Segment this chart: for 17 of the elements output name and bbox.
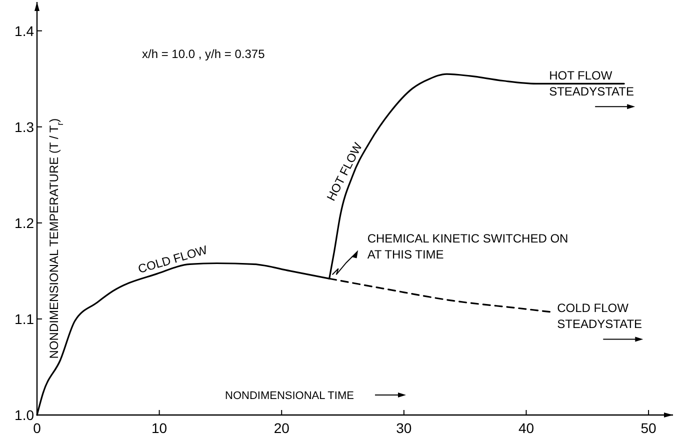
- annotation: HOT FLOW STEADYSTATE: [549, 68, 634, 99]
- annotation: COLD FLOW STEADYSTATE: [557, 301, 642, 332]
- x-tick-label: 10: [152, 420, 168, 436]
- x-tick-label: 20: [274, 420, 290, 436]
- x-tick-label: 30: [396, 420, 412, 436]
- y-tick-label: 1.1: [14, 310, 34, 327]
- x-tick-label: 50: [640, 420, 657, 436]
- annotation: x/h = 10.0 , y/h = 0.375: [142, 47, 266, 61]
- x-axis-title: NONDIMENSIONAL TIME: [225, 390, 354, 402]
- y-tick-label: 1.4: [14, 22, 34, 39]
- annotation: COLD FLOW: [136, 242, 210, 276]
- x-tick-label: 0: [33, 420, 42, 436]
- annotation: CHEMICAL KINETIC SWITCHED ON AT THIS TIME: [367, 232, 568, 262]
- y-tick-label: 1.2: [14, 214, 34, 231]
- x-tick-label: 40: [518, 420, 534, 436]
- y-tick-label: 1.3: [14, 118, 34, 135]
- y-tick-label: 1.0: [14, 407, 34, 423]
